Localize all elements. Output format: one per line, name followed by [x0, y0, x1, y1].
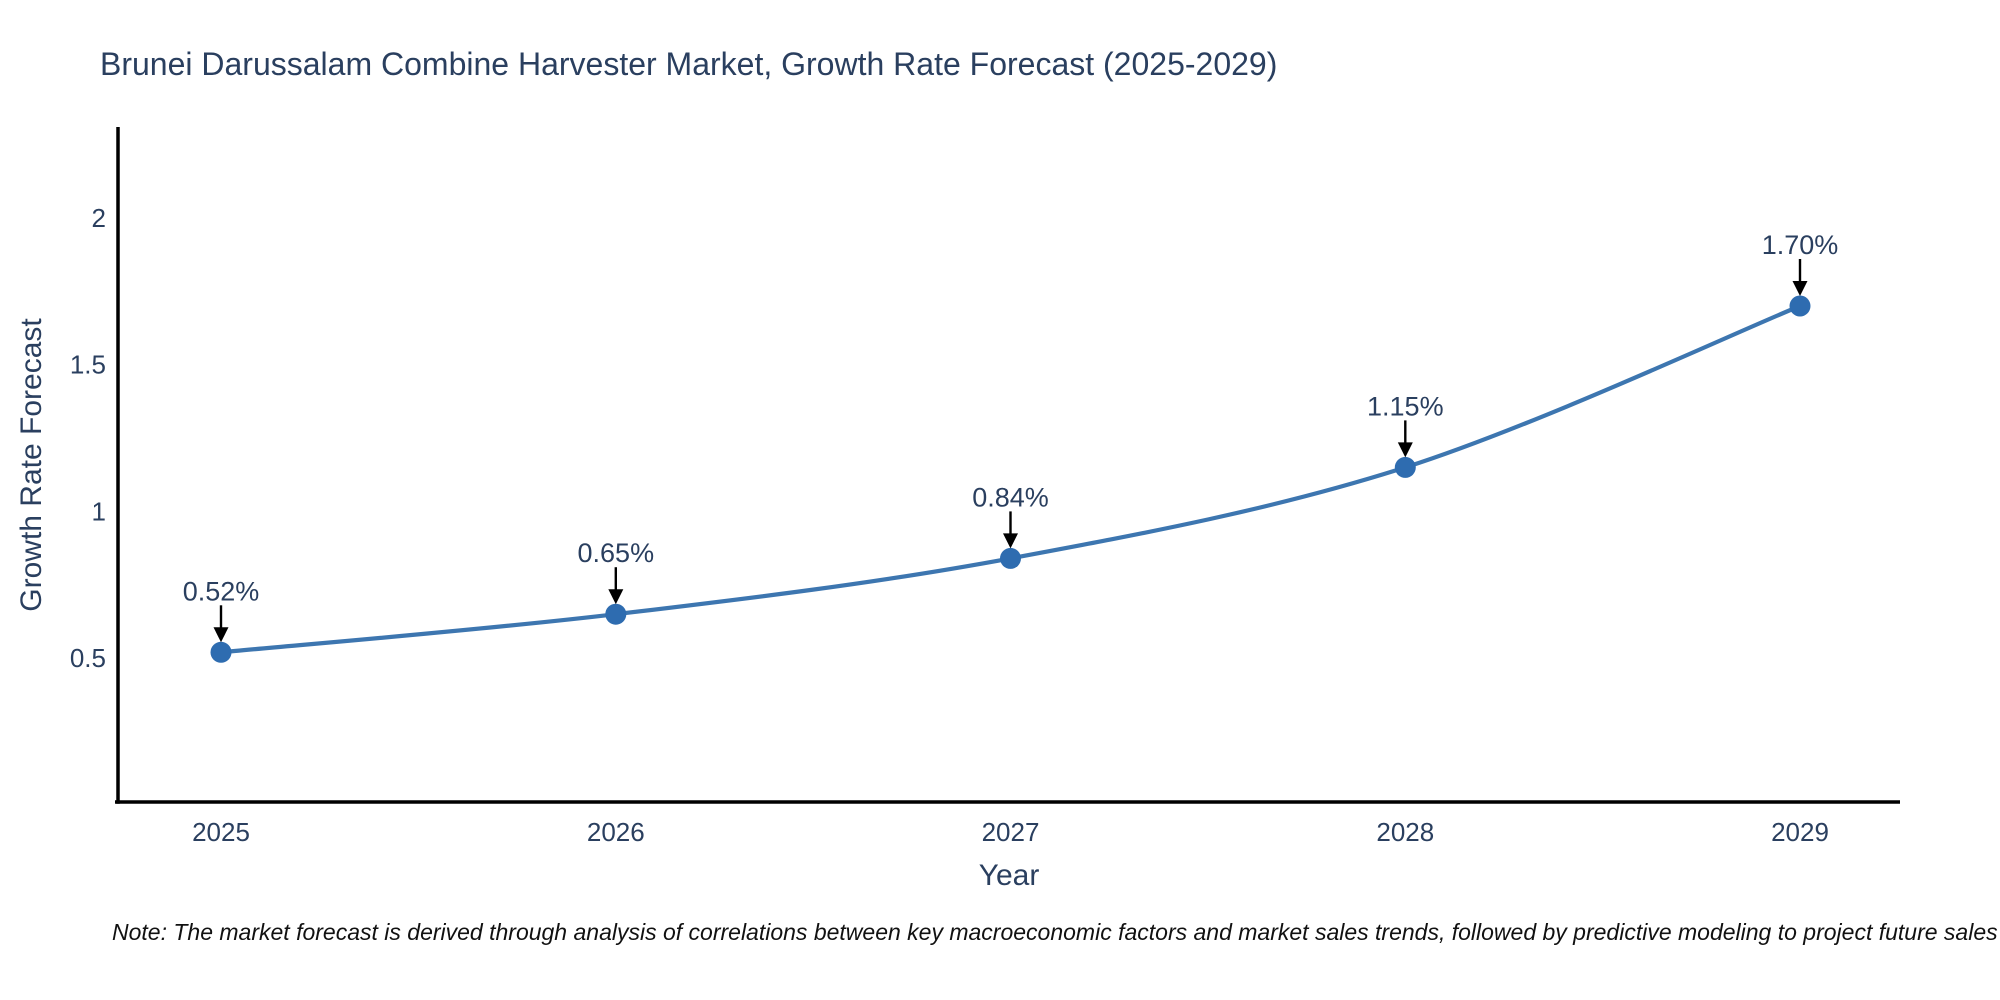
data-point-marker [1394, 456, 1416, 478]
chart-title: Brunei Darussalam Combine Harvester Mark… [100, 46, 1278, 82]
annotation-label: 1.15% [1367, 391, 1444, 421]
data-point-marker [1000, 547, 1021, 569]
annotation-arrowhead [1792, 281, 1808, 296]
y-tick-label: 1.5 [70, 350, 106, 380]
data-point-marker [605, 603, 627, 625]
y-tick-label: 0.5 [70, 643, 106, 673]
annotation-label: 0.52% [183, 576, 260, 606]
x-tick-label: 2025 [192, 817, 250, 847]
x-tick-label: 2029 [1771, 817, 1829, 847]
x-tick-label: 2026 [587, 817, 645, 847]
data-point-marker [210, 641, 232, 663]
data-point-marker [1789, 295, 1811, 317]
annotation-arrowhead [1003, 533, 1018, 549]
annotation-label: 1.70% [1762, 230, 1839, 260]
chart-note: Note: The market forecast is derived thr… [112, 919, 1998, 945]
annotation-arrowhead [1397, 442, 1413, 458]
annotation-arrowhead [213, 627, 229, 643]
x-tick-label: 2028 [1376, 817, 1434, 847]
y-tick-label: 2 [92, 203, 106, 233]
x-tick-label: 2027 [982, 817, 1040, 847]
trend-line [218, 303, 1803, 655]
annotation-arrowhead [608, 589, 624, 605]
annotation-label: 0.65% [578, 538, 655, 568]
x-axis-title: Year [978, 859, 1040, 892]
annotation-label: 0.84% [972, 482, 1049, 512]
y-tick-label: 1 [92, 497, 106, 527]
